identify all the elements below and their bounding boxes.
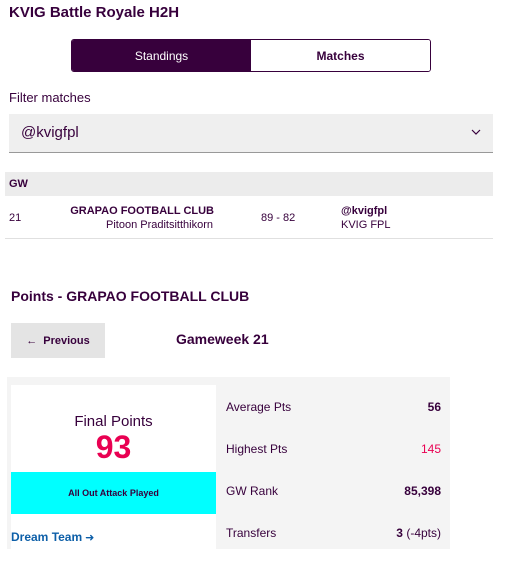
stat-value: 3 (-4pts): [396, 526, 441, 540]
transfers-cost: (-4pts): [406, 526, 441, 540]
stat-value: 56: [427, 400, 441, 414]
transfers-count: 3: [396, 526, 403, 540]
home-team-name: GRAPAO FOOTBALL CLUB: [70, 205, 214, 217]
home-manager-name: Pitoon Praditsitthikorn: [106, 219, 213, 231]
stat-value[interactable]: 145: [420, 442, 441, 456]
previous-button-label: Previous: [43, 334, 90, 347]
stat-value: 85,398: [404, 484, 441, 498]
away-team-name: @kvigfpl: [341, 205, 388, 217]
final-points-value: 93: [95, 429, 132, 465]
dream-team-label: Dream Team: [11, 530, 83, 544]
chip-played-badge: All Out Attack Played: [11, 472, 216, 514]
final-points-box: Final Points 93: [11, 385, 216, 472]
column-header-gw: GW: [9, 178, 28, 190]
arrow-left-icon: ←: [26, 334, 38, 347]
stat-row-highest: Highest Pts 145: [226, 442, 441, 462]
stat-row-average: Average Pts 56: [226, 400, 441, 420]
points-panel: Final Points 93 All Out Attack Played Dr…: [7, 377, 450, 549]
table-row[interactable]: 21 GRAPAO FOOTBALL CLUB Pitoon Praditsit…: [5, 197, 493, 239]
stat-label: Transfers: [226, 526, 277, 540]
match-gw: 21: [9, 212, 22, 224]
stat-row-transfers: Transfers 3 (-4pts): [226, 526, 441, 546]
filter-select[interactable]: @kvigfpl: [9, 114, 493, 153]
away-manager-name: KVIG FPL: [341, 219, 391, 231]
filter-label: Filter matches: [9, 90, 91, 105]
tab-matches[interactable]: Matches: [251, 40, 430, 71]
view-tabs: Standings Matches: [71, 39, 431, 72]
points-section-title: Points - GRAPAO FOOTBALL CLUB: [11, 288, 250, 304]
dream-team-box: Dream Team ➜: [11, 514, 216, 549]
filter-select-value: @kvigfpl: [21, 124, 79, 141]
stat-label: Highest Pts: [226, 442, 288, 456]
arrow-right-icon: ➜: [85, 532, 95, 544]
stat-label: Average Pts: [226, 400, 292, 414]
previous-button[interactable]: ← Previous: [11, 323, 105, 358]
final-points-label: Final Points: [74, 413, 153, 430]
dream-team-link[interactable]: Dream Team ➜: [11, 530, 94, 544]
chevron-down-icon: [471, 129, 481, 135]
page-title: KVIG Battle Royale H2H: [9, 4, 180, 21]
stat-row-gw-rank: GW Rank 85,398: [226, 484, 441, 504]
match-score: 89 - 82: [261, 212, 296, 224]
gameweek-title: Gameweek 21: [176, 331, 269, 347]
matches-table-header: GW: [5, 172, 493, 196]
tab-standings[interactable]: Standings: [72, 40, 251, 71]
stat-label: GW Rank: [226, 484, 279, 498]
